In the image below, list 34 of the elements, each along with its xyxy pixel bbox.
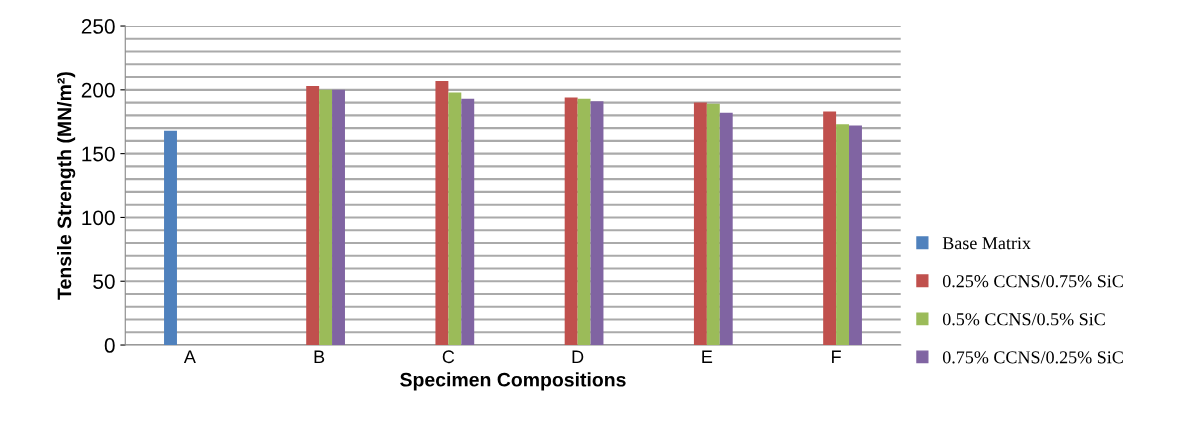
bar xyxy=(577,98,591,346)
bar xyxy=(461,98,475,346)
bar xyxy=(706,103,720,346)
bar xyxy=(435,80,449,346)
legend-label: 0.75% CCNS/0.25% SiC xyxy=(942,351,1123,364)
legend-label: 0.5% CCNS/0.5% SiC xyxy=(942,313,1105,326)
legend-label: Base Matrix xyxy=(942,237,1031,250)
y-tick-label: 250 xyxy=(81,19,115,34)
x-tick-label: F xyxy=(832,350,841,363)
bar xyxy=(836,124,850,346)
x-axis-title: Specimen Compositions xyxy=(400,372,626,391)
y-tick-label: 150 xyxy=(82,146,115,162)
bar xyxy=(849,125,862,346)
bar xyxy=(448,92,462,346)
y-tick-label: 0 xyxy=(104,338,115,353)
y-tick-label: 50 xyxy=(93,274,115,289)
y-axis-title: Tensile Strength (MN/m²) xyxy=(57,72,76,300)
bar xyxy=(319,89,333,346)
x-tick-label: D xyxy=(572,350,584,363)
bar xyxy=(693,102,707,346)
bar xyxy=(719,112,733,346)
bar xyxy=(306,86,320,346)
x-tick-label: A xyxy=(183,350,196,363)
y-tick-label: 100 xyxy=(82,210,115,226)
bar xyxy=(823,111,837,346)
x-tick-label: C xyxy=(442,350,455,364)
legend-label: 0.25% CCNS/0.75% SiC xyxy=(942,275,1123,288)
bar xyxy=(164,130,177,346)
bar xyxy=(590,101,604,346)
bar xyxy=(332,89,345,346)
bar xyxy=(564,97,578,346)
y-tick-label: 200 xyxy=(81,82,115,98)
x-tick-label: B xyxy=(314,350,325,363)
x-tick-label: E xyxy=(702,350,713,363)
